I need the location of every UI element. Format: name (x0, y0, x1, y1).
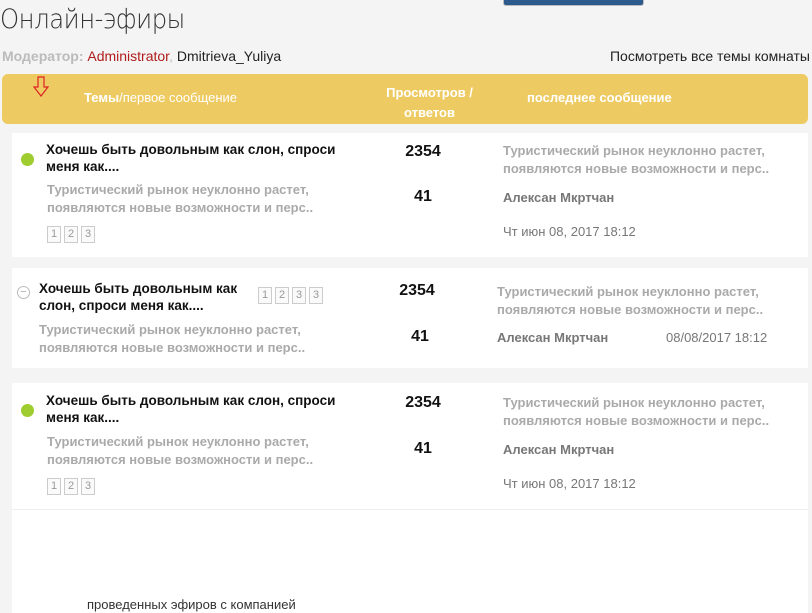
last-date: Чт июн 08, 2017 18:12 (503, 476, 636, 491)
page-link[interactable]: 3 (81, 226, 95, 243)
replies-count: 41 (411, 328, 429, 345)
topic-row[interactable]: Хочешь быть довольным как слон, спроси м… (12, 133, 808, 257)
topic-row[interactable]: − Хочешь быть довольным как слон, спроси… (12, 268, 808, 368)
new-topic-icon (21, 153, 34, 166)
page-link[interactable]: 2 (275, 287, 289, 304)
last-message-preview[interactable]: Туристический рынок неуклонно растет, по… (497, 284, 764, 317)
moderator-link[interactable]: Dmitrieva_Yuliya (176, 48, 282, 64)
last-author[interactable]: Алексан Мкртчан (503, 190, 615, 205)
top-button[interactable] (503, 0, 644, 6)
page-link[interactable]: 3 (292, 287, 306, 304)
views-count: 2354 (405, 394, 441, 411)
views-header[interactable]: Просмотров / (386, 85, 473, 100)
views-count: 2354 (405, 143, 441, 160)
moderator-link[interactable]: Administrator (87, 48, 170, 64)
topic-title[interactable]: Хочешь быть довольным как слон, спроси м… (39, 281, 238, 313)
topic-preview: Туристический рынок неуклонно растет, по… (47, 182, 314, 215)
page-link[interactable]: 2 (64, 226, 78, 243)
footer-text: проведенных эфиров с компанией (87, 597, 296, 612)
topic-title[interactable]: Хочешь быть довольным как слон, спроси м… (46, 393, 336, 425)
new-topic-icon (21, 404, 34, 417)
topic-preview: Туристический рынок неуклонно растет, по… (47, 434, 314, 467)
last-date: 08/08/2017 18:12 (666, 330, 768, 345)
last-date: Чт июн 08, 2017 18:12 (503, 224, 636, 239)
page-link[interactable]: 1 (47, 226, 61, 243)
sort-arrow-icon[interactable] (32, 76, 50, 98)
replies-count: 41 (414, 188, 432, 205)
moderator-label: Модератор: (2, 48, 84, 64)
page-link[interactable]: 3 (81, 478, 95, 495)
last-message-preview[interactable]: Туристический рынок неуклонно растет, по… (503, 143, 770, 176)
topic-preview: Туристический рынок неуклонно растет, по… (39, 322, 306, 355)
page-link[interactable]: 3 (309, 287, 323, 304)
last-message-preview[interactable]: Туристический рынок неуклонно растет, по… (503, 395, 770, 428)
topic-title[interactable]: Хочешь быть довольным как слон, спроси м… (46, 142, 336, 174)
page-link[interactable]: 2 (64, 478, 78, 495)
read-topic-icon: − (17, 286, 30, 299)
page-title: Онлайн-эфиры (0, 4, 185, 35)
view-all-topics-link[interactable]: Посмотреть все темы комнаты (609, 48, 810, 64)
page-link[interactable]: 1 (258, 287, 272, 304)
moderators: Модератор: Administrator, Dmitrieva_Yuli… (2, 48, 282, 64)
topic-row[interactable]: Хочешь быть довольным как слон, спроси м… (12, 383, 808, 613)
views-count: 2354 (399, 282, 435, 299)
topics-header[interactable]: Темы (84, 90, 120, 105)
last-author[interactable]: Алексан Мкртчан (497, 330, 609, 345)
replies-count: 41 (414, 440, 432, 457)
last-author[interactable]: Алексан Мкртчан (503, 442, 615, 457)
table-header: Темы/первое сообщение Просмотров / ответо… (2, 74, 808, 124)
divider (12, 509, 808, 510)
replies-header[interactable]: ответов (404, 105, 455, 120)
first-message-header: /первое сообщение (119, 90, 238, 105)
page-link[interactable]: 1 (47, 478, 61, 495)
last-message-header: последнее сообщение (527, 90, 672, 105)
